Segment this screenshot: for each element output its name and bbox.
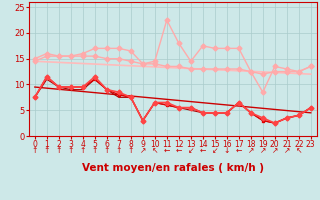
Text: ↗: ↗ [140,146,146,155]
Text: ↙: ↙ [212,146,218,155]
Text: ←: ← [164,146,170,155]
Text: ↗: ↗ [248,146,254,155]
Text: ↖: ↖ [296,146,302,155]
Text: ←: ← [200,146,206,155]
Text: ↗: ↗ [284,146,290,155]
Text: ↑: ↑ [104,146,110,155]
Text: ↑: ↑ [32,146,38,155]
Text: ↙: ↙ [188,146,194,155]
Text: ↑: ↑ [56,146,62,155]
Text: ↖: ↖ [152,146,158,155]
Text: ↑: ↑ [68,146,74,155]
Text: ↑: ↑ [92,146,98,155]
Text: ↑: ↑ [44,146,50,155]
Text: ↗: ↗ [272,146,278,155]
X-axis label: Vent moyen/en rafales ( km/h ): Vent moyen/en rafales ( km/h ) [82,163,264,173]
Text: ↑: ↑ [80,146,86,155]
Text: ↑: ↑ [128,146,134,155]
Text: ↓: ↓ [224,146,230,155]
Text: ↑: ↑ [116,146,122,155]
Text: ←: ← [236,146,242,155]
Text: ←: ← [176,146,182,155]
Text: ↗: ↗ [260,146,266,155]
